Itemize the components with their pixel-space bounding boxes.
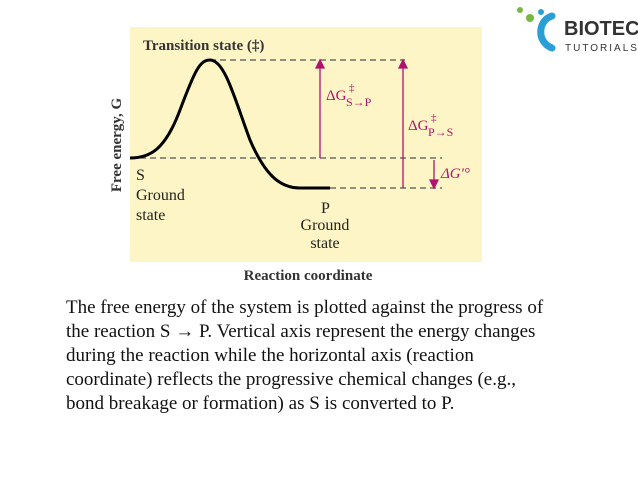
logo-dot xyxy=(526,14,534,22)
dg-superscript: ‡ xyxy=(349,82,355,94)
transition-label: Transition state (‡) xyxy=(143,38,264,54)
logo: BIOTECH TUTORIALS xyxy=(517,7,638,54)
arrow-head xyxy=(428,179,440,190)
logo-dot xyxy=(538,9,544,15)
dg-reverse: ΔG ‡ P→S xyxy=(408,109,453,139)
p-symbol: P xyxy=(321,200,330,217)
energy-diagram: Transition state (‡) Free energy, G Reac… xyxy=(109,27,482,284)
caption-line: coordinate) reflects the progressive che… xyxy=(66,369,516,390)
caption-line: during the reaction while the horizontal… xyxy=(66,345,474,366)
logo-tagline: TUTORIALS xyxy=(565,43,638,54)
dg-symbol: ΔG xyxy=(408,118,429,134)
logo-name: BIOTECH xyxy=(564,18,638,40)
arrow-head xyxy=(397,58,409,69)
caption: The free energy of the system is plotted… xyxy=(66,297,544,414)
s-label: state xyxy=(136,207,165,224)
x-axis-label: Reaction coordinate xyxy=(244,268,373,284)
logo-dot xyxy=(517,7,523,13)
s-symbol: S xyxy=(136,167,145,184)
dg-superscript: ‡ xyxy=(431,112,437,124)
dg-subscript: S→P xyxy=(346,95,372,109)
dg-forward: ΔG ‡ S→P xyxy=(326,79,372,109)
arrow-head xyxy=(314,58,326,69)
p-label: state xyxy=(310,235,339,252)
dg-subscript: P→S xyxy=(428,125,453,139)
s-label: Ground xyxy=(136,187,185,204)
dashed-levels xyxy=(130,59,442,189)
dg-symbol: ΔG xyxy=(326,88,347,104)
plot-area xyxy=(130,27,482,262)
energy-curve xyxy=(129,58,330,190)
logo-arc xyxy=(537,12,556,52)
dg-standard: ΔG′° xyxy=(440,166,470,182)
arrows xyxy=(314,58,440,190)
caption-line: bond breakage or formation) as S is conv… xyxy=(66,393,454,414)
y-axis-label: Free energy, G xyxy=(109,98,125,193)
caption-line: The free energy of the system is plotted… xyxy=(66,297,544,318)
caption-line: the reaction S → P. Vertical axis repres… xyxy=(66,321,535,342)
p-label: Ground xyxy=(301,217,350,234)
